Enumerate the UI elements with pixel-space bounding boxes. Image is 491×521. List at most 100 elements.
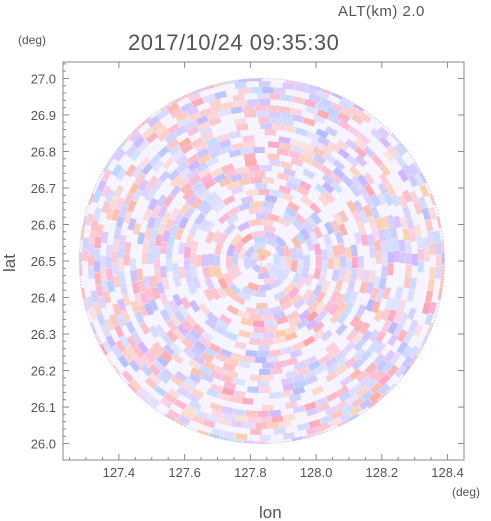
radar-cell [291,145,304,155]
radar-cell [391,298,401,311]
radar-cell [233,390,246,398]
radar-cell [162,194,175,208]
radar-cell [88,231,97,244]
radar-cell [95,284,104,297]
radar-cell [396,341,408,355]
radar-cell [188,372,202,384]
radar-cell [262,362,275,369]
radar-cell [285,324,299,335]
radar-cell [258,344,270,351]
radar-cell [318,354,332,366]
radar-cell [286,310,300,321]
radar-cell [137,178,149,192]
radar-cell [117,258,125,271]
radar-cell [349,184,362,198]
radar-cell [339,375,353,388]
radar-cell [303,98,317,108]
radar-cell [101,200,111,214]
radar-cell [198,364,212,376]
radar-cell [326,363,339,375]
y-unit-label: (deg) [18,33,46,47]
radar-cell [332,244,340,258]
radar-cell [128,182,140,196]
radar-cell [413,224,422,237]
radar-cell [276,315,289,326]
radar-cell [277,172,290,182]
radar-cell [148,346,161,359]
radar-cell [296,318,310,330]
radar-cell [167,408,180,420]
radar-cell [334,292,346,306]
radar-cell [335,356,349,368]
radar-cell [82,237,90,250]
radar-cell [427,278,435,291]
radar-cell [196,147,210,159]
radar-cell [262,374,274,381]
radar-cell [367,216,377,229]
radar-cell [234,81,247,89]
radar-cell [436,216,442,229]
radar-cell [164,218,175,232]
radar-cell [156,281,165,295]
radar-cell [301,142,315,152]
radar-cell [357,256,364,268]
radar-cell [180,143,194,155]
radar-cell [285,357,299,367]
radar-cell [85,213,94,226]
radar-cell [232,264,242,278]
radar-cell [291,218,305,232]
radar-cell [141,162,154,176]
radar-cell [156,194,168,208]
radar-cell [299,194,313,207]
radar-cell [310,139,323,150]
radar-cell [217,232,229,245]
radar-cell [383,149,396,163]
radar-cell [317,135,331,147]
radar-cell [140,185,152,198]
radar-cell [119,204,129,217]
radar-cell [324,221,335,235]
radar-cell [218,417,232,426]
radar-cell [184,404,198,416]
radar-cell [230,420,244,428]
radar-cell [153,246,161,259]
radar-cell [88,243,95,255]
radar-cell [308,419,322,429]
radar-cell [217,277,229,291]
radar-cell [243,256,252,270]
radar-cell [152,341,165,355]
radar-cell [250,251,259,260]
radar-cell [146,175,159,188]
radar-cell [148,372,162,385]
radar-cell [308,93,322,104]
radar-cell [79,252,83,264]
radar-cell [202,93,216,103]
radar-cell [151,159,164,173]
radar-cell [231,252,239,265]
radar-cell [132,355,145,368]
radar-cell [94,333,102,345]
radar-cell [210,104,224,113]
radar-cell [206,156,220,167]
radar-cell [330,102,344,113]
radar-cell [363,172,375,186]
radar-cell [204,318,218,330]
radar-cell [361,269,370,282]
radar-cell [324,126,338,137]
radar-cell [312,225,324,239]
radar-cell [157,145,170,158]
radar-cell [180,382,194,394]
radar-cell [328,417,342,428]
radar-cell [312,328,326,341]
radar-cell [100,231,109,244]
radar-cell [237,360,251,369]
radar-cell [218,139,232,149]
radar-cell [176,386,190,398]
radar-cell [231,142,244,151]
radar-cell [178,137,192,149]
radar-cell [214,325,228,337]
radar-cell [156,355,169,368]
radar-cell [317,193,331,207]
radar-cell [142,208,153,222]
radar-cell [265,262,274,271]
